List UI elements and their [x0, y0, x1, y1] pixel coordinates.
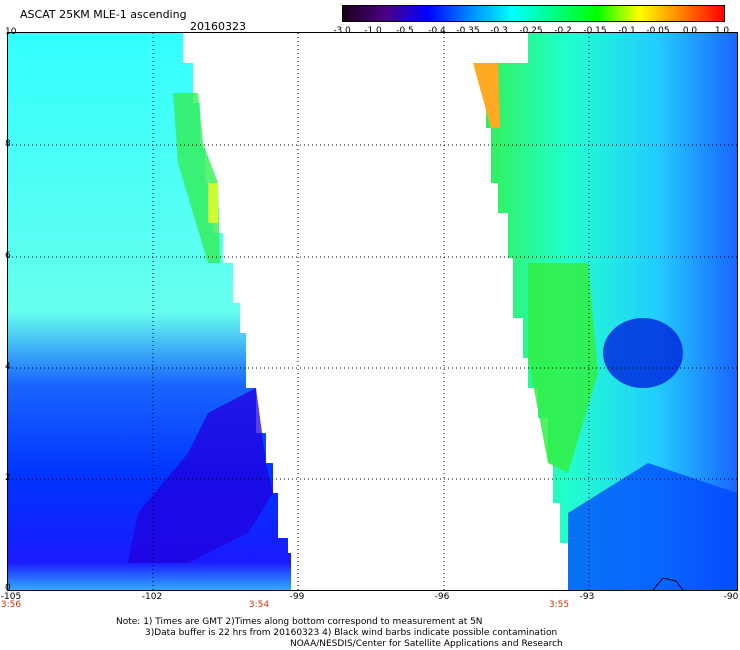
- pass-time-label: 3:56: [0, 600, 22, 610]
- longitude-tick-label: -99: [289, 592, 305, 602]
- longitude-tick-label: -102: [141, 592, 163, 602]
- right-swath-orange-patch: [473, 63, 500, 128]
- note-line-2: 3)Data buffer is 22 hrs from 20160323 4)…: [145, 628, 558, 638]
- colorbar-label: 1.0: [714, 26, 730, 36]
- colorbar: [342, 5, 725, 22]
- colorbar-label: -0.3: [490, 26, 508, 36]
- right-swath: [473, 33, 737, 590]
- colorbar-label: -0.25: [519, 26, 543, 36]
- longitude-tick-label: -93: [579, 592, 595, 602]
- colorbar-label: -0.4: [428, 26, 446, 36]
- right-swath-blue-region: [568, 463, 737, 590]
- map-title: ASCAT 25KM MLE-1 ascending: [20, 8, 187, 21]
- left-swath-yellow-patch: [208, 183, 218, 223]
- latitude-tick-label: 4: [5, 362, 11, 372]
- colorbar-label: -0.5: [396, 26, 414, 36]
- latitude-tick-label: 10: [5, 27, 17, 37]
- colorbar-gradient: [343, 6, 724, 21]
- note-line-3: NOAA/NESDIS/Center for Satellite Applica…: [290, 639, 563, 649]
- left-swath-dark-band: [128, 388, 273, 563]
- pass-time-label: 3:55: [548, 600, 570, 610]
- pass-time-label: 3:54: [248, 600, 270, 610]
- longitude-tick-label: -90: [723, 592, 739, 602]
- map-date: 20160323: [190, 20, 246, 33]
- colorbar-label: 0.0: [682, 26, 698, 36]
- colorbar-label: -0.15: [583, 26, 607, 36]
- colorbar-label: -0.05: [646, 26, 670, 36]
- longitude-tick-label: -96: [434, 592, 450, 602]
- latitude-tick-label: 6: [5, 251, 11, 261]
- swath-map: [8, 33, 737, 591]
- colorbar-label: -0.2: [554, 26, 572, 36]
- colorbar-label: -0.35: [456, 26, 480, 36]
- latitude-tick-label: 2: [5, 473, 11, 483]
- longitude-tick-label: -105: [0, 592, 22, 602]
- coastline: [652, 577, 684, 591]
- right-swath-green-band: [528, 263, 598, 473]
- colorbar-label: -3.0: [333, 26, 351, 36]
- right-swath-low-region: [603, 318, 683, 388]
- colorbar-label: -1.0: [364, 26, 382, 36]
- map-plot-area: [7, 32, 738, 591]
- note-line-1: Note: 1) Times are GMT 2)Times along bot…: [116, 617, 483, 627]
- colorbar-label: -0.1: [618, 26, 636, 36]
- latitude-tick-label: 8: [5, 139, 11, 149]
- latitude-tick-label: 0: [5, 583, 11, 593]
